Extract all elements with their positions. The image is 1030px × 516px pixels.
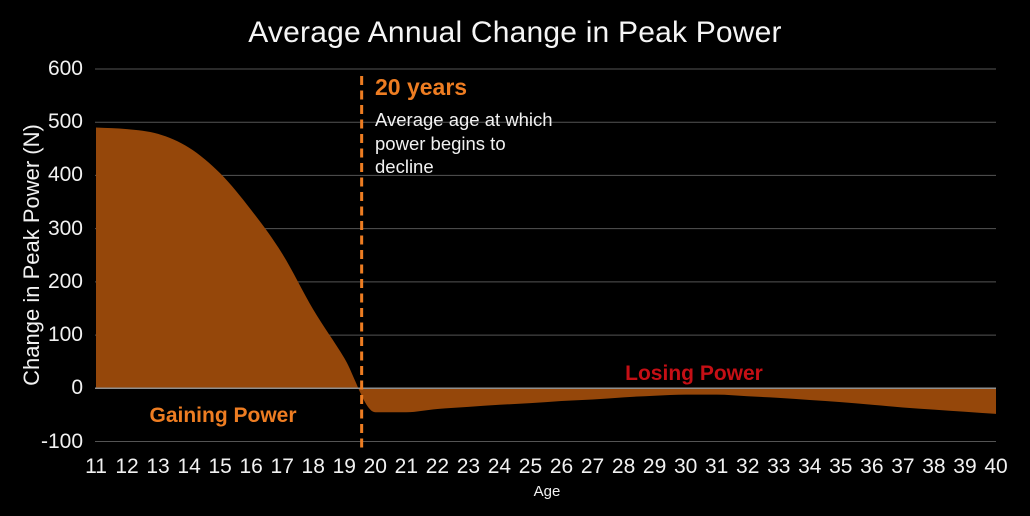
x-tick-label: 18 [301, 455, 325, 478]
y-tick-label: 300 [47, 216, 83, 240]
x-tick-label: 34 [798, 455, 822, 478]
gaining-power-label: Gaining Power [149, 404, 297, 427]
x-tick-label: 27 [580, 455, 605, 478]
x-tick-label: 19 [332, 455, 356, 478]
x-tick-label: 30 [673, 455, 698, 478]
x-tick-label: 25 [518, 455, 543, 478]
x-tick-label: 39 [953, 455, 977, 478]
x-tick-label: 38 [922, 455, 946, 478]
x-tick-label: 32 [736, 455, 760, 478]
y-tick-label: 100 [47, 323, 83, 347]
x-tick-label: 36 [860, 455, 884, 478]
x-tick-label: 15 [208, 455, 232, 478]
x-tick-label: 23 [456, 455, 481, 478]
y-tick-label: 500 [47, 110, 83, 134]
x-tick-label: 16 [239, 455, 263, 478]
x-tick-label: 37 [891, 455, 915, 478]
x-tick-label: 21 [394, 455, 419, 478]
y-tick-label: 400 [47, 163, 83, 187]
x-tick-label: 29 [642, 455, 667, 478]
x-tick-label: 28 [611, 455, 636, 478]
y-tick-label: -100 [40, 429, 83, 453]
y-tick-label: 200 [47, 269, 83, 293]
annotation-heading: 20 years [375, 74, 468, 100]
x-tick-label: 22 [425, 455, 450, 478]
peak-age-annotation: 20 years Average age at which power begi… [375, 74, 605, 179]
annotation-line: Average age at which [375, 109, 553, 130]
x-tick-label: 35 [829, 455, 853, 478]
x-tick-label: 12 [115, 455, 139, 478]
y-tick-label: 600 [47, 57, 83, 80]
x-tick-label: 11 [85, 455, 107, 478]
x-tick-label: 33 [767, 455, 791, 478]
x-tick-label: 14 [177, 455, 201, 478]
annotation-line: power begins to [375, 132, 506, 154]
x-axis-label: Age [533, 483, 561, 500]
x-tick-label: 17 [270, 455, 294, 478]
power-area-series [96, 127, 996, 414]
x-tick-label: 40 [984, 455, 1008, 478]
chart-title: Average Annual Change in Peak Power [248, 16, 782, 49]
x-tick-label: 13 [146, 455, 170, 478]
x-tick-label: 20 [363, 455, 387, 478]
x-tick-label: 24 [487, 455, 512, 478]
annotation-line: decline [375, 156, 434, 177]
losing-power-label: Losing Power [625, 362, 763, 385]
y-tick-label: 0 [71, 376, 83, 400]
x-tick-label: 31 [705, 455, 729, 478]
x-tick-label: 26 [549, 455, 574, 478]
